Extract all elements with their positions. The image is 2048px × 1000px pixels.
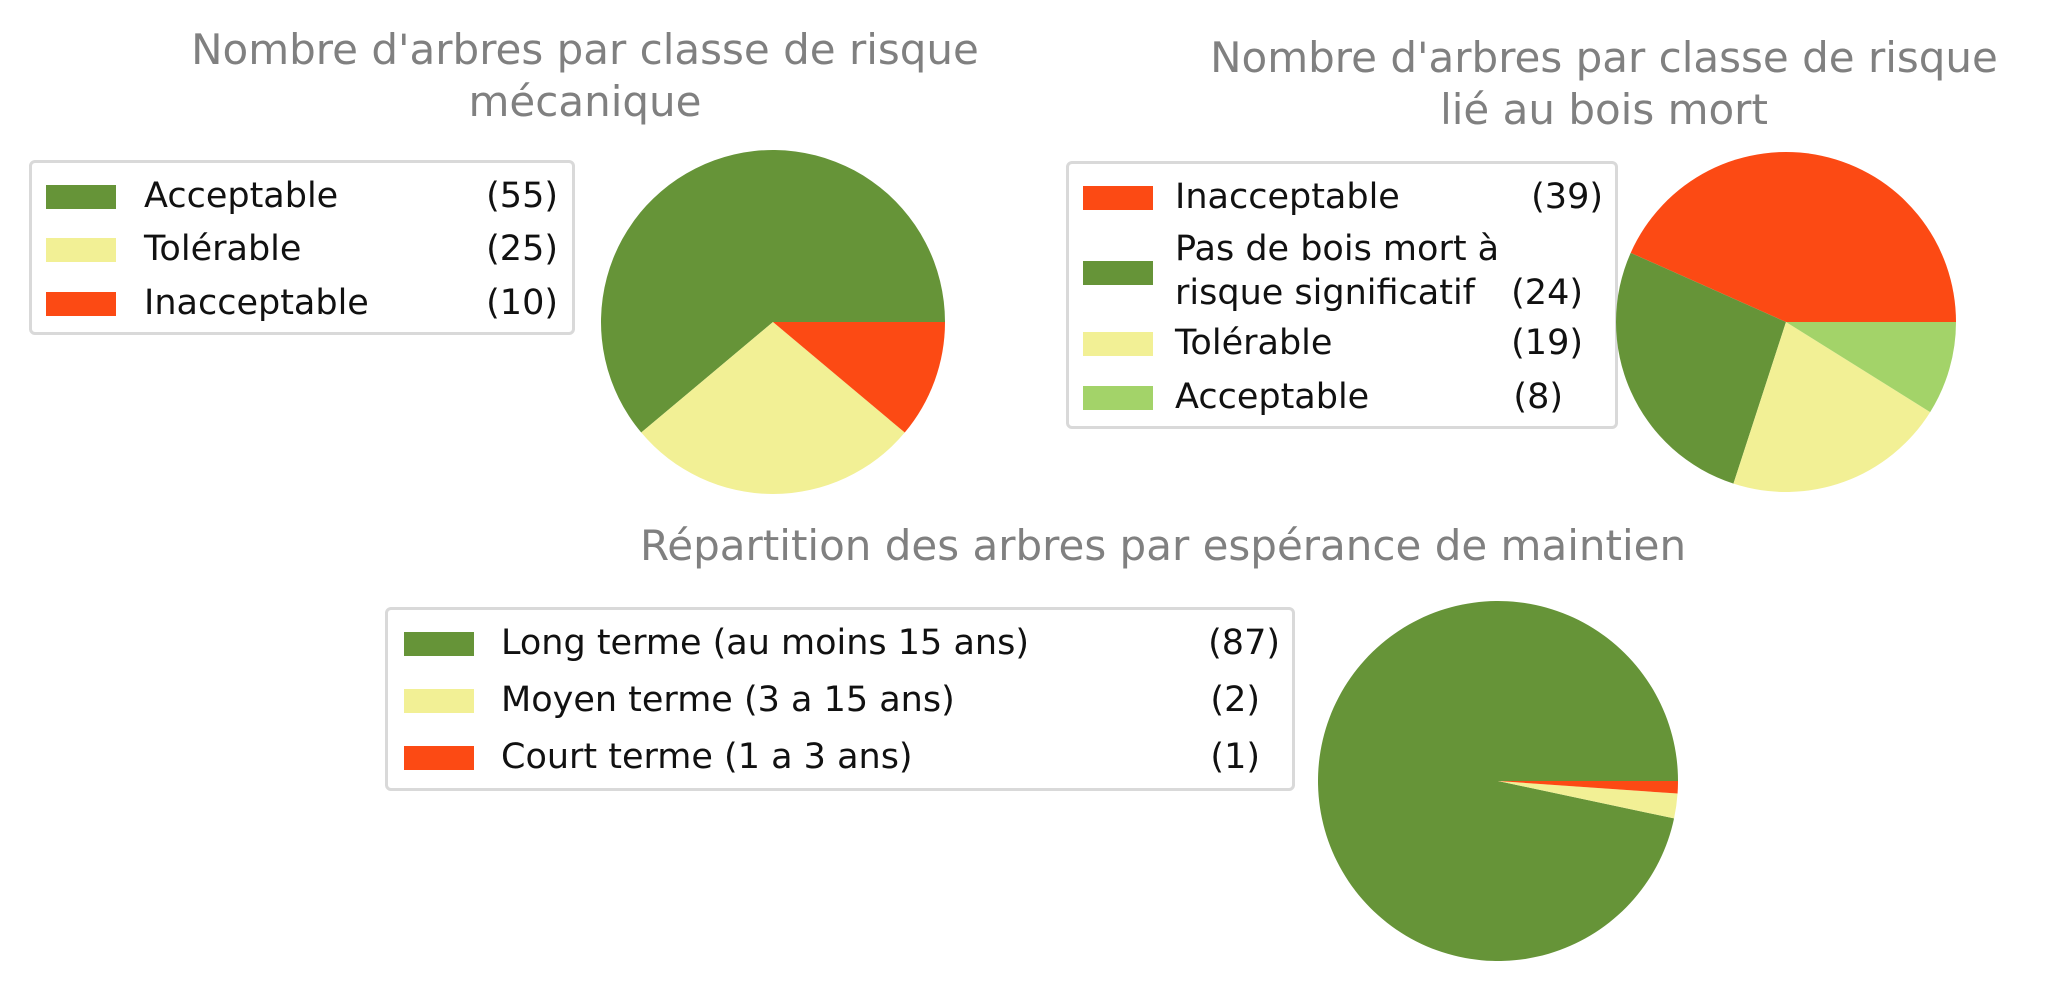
legend-label: Acceptable <box>144 176 339 216</box>
legend-swatch <box>1083 386 1153 410</box>
legend-swatch <box>404 632 474 656</box>
legend-esperance-maintien: Long terme (au moins 15 ans) (87) Moyen … <box>385 607 1295 791</box>
chart-panel-risque-bois-mort: Nombre d'arbres par classe de risque lié… <box>1024 0 2048 500</box>
legend-swatch <box>404 689 474 713</box>
pie-slice <box>773 322 945 433</box>
legend-label: Tolérable <box>1175 323 1333 363</box>
pie-slice <box>641 322 905 495</box>
chart-title-line: Nombre d'arbres par classe de risque <box>1210 33 1998 82</box>
chart-title-risque-mecanique: Nombre d'arbres par classe de risque méc… <box>175 24 995 128</box>
legend-swatch <box>1083 261 1153 285</box>
legend-swatch <box>404 746 474 770</box>
legend-swatch <box>46 185 116 209</box>
legend-item: Inacceptable (39) <box>1069 176 1615 220</box>
legend-swatch <box>46 238 116 262</box>
pie-slice <box>1630 151 1956 322</box>
legend-risque-bois-mort: Inacceptable (39) Pas de bois mort à ris… <box>1066 161 1618 429</box>
legend-label: Long terme (au moins 15 ans) <box>501 623 1029 663</box>
legend-item: Long terme (au moins 15 ans) (87) <box>388 622 1292 666</box>
legend-item: Tolérable (25) <box>32 228 572 272</box>
legend-swatch <box>1083 186 1153 210</box>
pie-risque-bois-mort <box>1616 151 1956 492</box>
legend-label: Moyen terme (3 a 15 ans) <box>501 680 955 720</box>
legend-count: (55) <box>486 176 558 216</box>
legend-count: (1) <box>1210 737 1260 777</box>
chart-panel-risque-mecanique: Nombre d'arbres par classe de risque méc… <box>0 0 1024 500</box>
legend-item: Acceptable (8) <box>1069 376 1615 420</box>
legend-label: risque significatif <box>1175 273 1475 313</box>
legend-count: (10) <box>486 283 558 323</box>
chart-title-line: Nombre d'arbres par classe de risque <box>191 25 979 74</box>
pie-esperance-maintien <box>1318 600 1679 961</box>
chart-panel-esperance-maintien: Répartition des arbres par espérance de … <box>0 500 2048 1000</box>
legend-item: Inacceptable (10) <box>32 282 572 326</box>
legend-item: Tolérable (19) <box>1069 322 1615 366</box>
legend-item: Pas de bois mort à risque significatif (… <box>1069 228 1615 318</box>
legend-count: (24) <box>1511 273 1583 313</box>
legend-swatch <box>46 292 116 316</box>
legend-count: (19) <box>1511 323 1583 363</box>
legend-count: (39) <box>1531 177 1603 217</box>
pie-risque-mecanique <box>601 149 945 495</box>
chart-title-line: mécanique <box>468 77 702 126</box>
pie-slice <box>1786 322 1956 413</box>
legend-swatch <box>1083 332 1153 356</box>
legend-label: Court terme (1 a 3 ans) <box>501 737 913 777</box>
chart-title-risque-bois-mort: Nombre d'arbres par classe de risque lié… <box>1194 32 2014 136</box>
legend-item: Acceptable (55) <box>32 175 572 219</box>
legend-count: (8) <box>1513 377 1563 417</box>
legend-label: Inacceptable <box>144 283 369 323</box>
legend-count: (2) <box>1210 680 1260 720</box>
legend-label: Inacceptable <box>1175 177 1400 217</box>
legend-label: Pas de bois mort à <box>1175 229 1500 269</box>
legend-item: Court terme (1 a 3 ans) (1) <box>388 736 1292 780</box>
legend-label: Tolérable <box>144 229 302 269</box>
pie-slice <box>1498 781 1678 819</box>
pie-slice <box>1616 252 1786 484</box>
pie-slice <box>601 149 945 433</box>
chart-title-line: lié au bois mort <box>1440 85 1768 134</box>
pie-slice <box>1498 781 1678 794</box>
legend-item: Moyen terme (3 a 15 ans) (2) <box>388 679 1292 723</box>
legend-count: (87) <box>1208 623 1280 663</box>
legend-count: (25) <box>486 229 558 269</box>
pie-slice <box>1733 322 1931 492</box>
legend-risque-mecanique: Acceptable (55) Tolérable (25) Inaccepta… <box>29 160 575 335</box>
pie-slice <box>1318 600 1679 961</box>
legend-label: Acceptable <box>1175 377 1370 417</box>
